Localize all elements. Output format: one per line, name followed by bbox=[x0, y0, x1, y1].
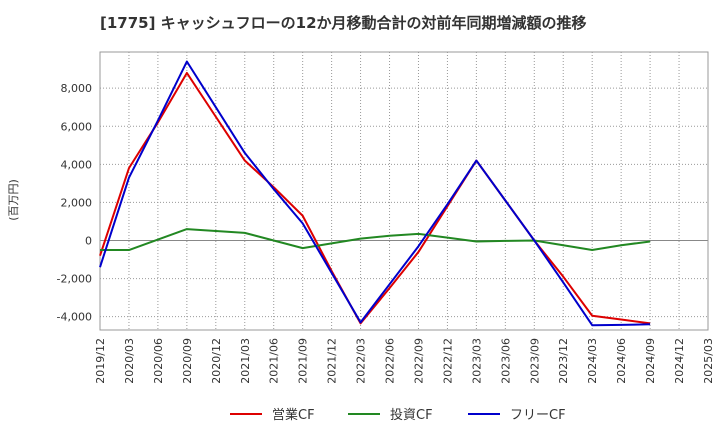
series-group bbox=[99, 60, 651, 327]
x-tick-label: 2020/03 bbox=[123, 338, 136, 384]
series-line-2 bbox=[99, 60, 651, 327]
x-tick-label: 2020/09 bbox=[181, 338, 194, 384]
legend-label-0: 営業CF bbox=[272, 407, 315, 423]
series-line-1 bbox=[100, 228, 651, 252]
x-tick-label: 2021/06 bbox=[268, 338, 281, 384]
y-tick-label: -2,000 bbox=[57, 273, 92, 286]
x-tick-label: 2020/12 bbox=[210, 338, 223, 384]
x-tick-label: 2024/03 bbox=[586, 338, 599, 384]
y-tick-label: 0 bbox=[85, 235, 92, 248]
grid bbox=[99, 52, 709, 330]
x-tick-label: 2024/09 bbox=[644, 338, 657, 384]
x-tick-label: 2024/12 bbox=[673, 338, 686, 384]
legend-label-1: 投資CF bbox=[390, 407, 433, 423]
x-tick-label: 2022/12 bbox=[441, 338, 454, 384]
x-tick-label: 2023/09 bbox=[528, 338, 541, 384]
x-axis: 2019/12 2020/03 2020/06 2020/09 2020/12 2021/… bbox=[94, 338, 715, 384]
y-axis-label: (百万円) bbox=[7, 179, 20, 221]
x-tick-label: 2023/03 bbox=[470, 338, 483, 384]
x-tick-label: 2021/09 bbox=[297, 338, 310, 384]
x-tick-label: 2021/12 bbox=[326, 338, 339, 384]
y-tick-label: 8,000 bbox=[61, 82, 93, 95]
x-tick-label: 2019/12 bbox=[94, 338, 107, 384]
x-tick-label: 2022/03 bbox=[355, 338, 368, 384]
series-line-0 bbox=[99, 71, 651, 325]
x-tick-label: 2025/03 bbox=[702, 338, 715, 384]
y-tick-label: -4,000 bbox=[57, 311, 92, 324]
x-tick-label: 2020/06 bbox=[152, 338, 165, 384]
x-tick-label: 2024/06 bbox=[615, 338, 628, 384]
y-axis: -4,000 -2,000 0 2,000 4,000 6,000 8,000 bbox=[57, 82, 92, 323]
x-tick-label: 2023/12 bbox=[557, 338, 570, 384]
y-tick-label: 4,000 bbox=[61, 158, 93, 171]
x-tick-label: 2021/03 bbox=[239, 338, 252, 384]
x-tick-label: 2022/06 bbox=[384, 338, 397, 384]
chart-title: [1775] キャッシュフローの12か月移動合計の対前年同期増減額の推移 bbox=[100, 14, 587, 32]
y-tick-label: 6,000 bbox=[61, 120, 93, 133]
y-tick-label: 2,000 bbox=[61, 196, 93, 209]
x-tick-label: 2023/06 bbox=[499, 338, 512, 384]
plot-frame bbox=[99, 51, 709, 331]
legend-label-2: フリーCF bbox=[510, 408, 566, 423]
legend: 営業CF 投資CF フリーCF bbox=[230, 407, 566, 423]
x-tick-label: 2022/09 bbox=[412, 338, 425, 384]
